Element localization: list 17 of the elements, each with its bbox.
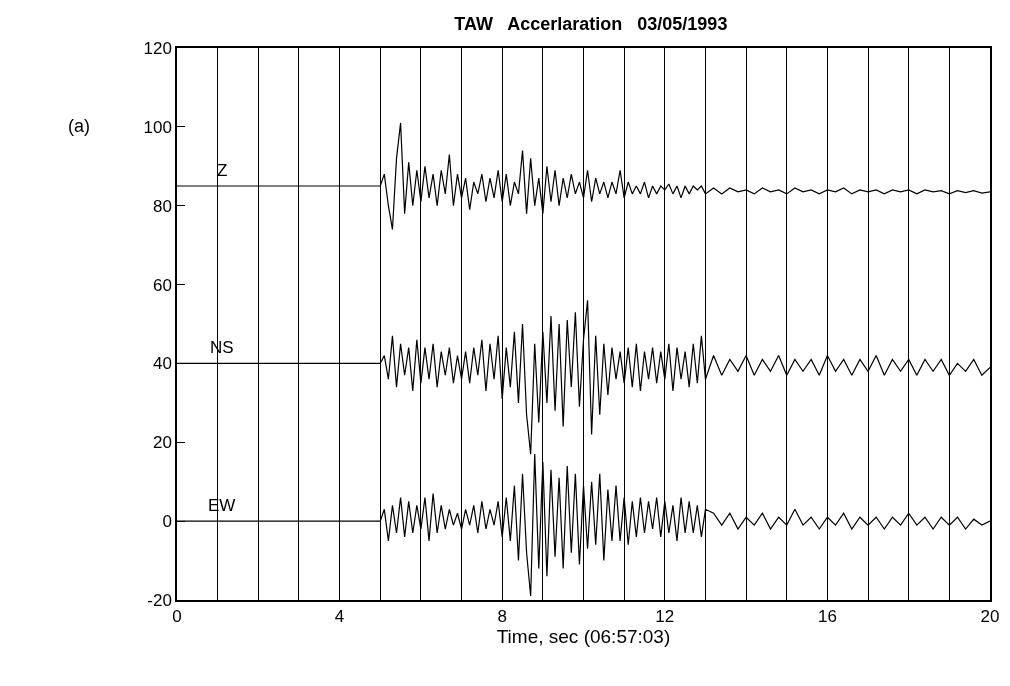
text: (a) — [68, 116, 90, 136]
y-tick-label: 100 — [143, 117, 172, 137]
y-tick-label: 60 — [152, 275, 172, 295]
x-tick-label: 20 — [980, 607, 1000, 627]
y-tick-label: 120 — [143, 38, 172, 58]
x-tick-label: 4 — [334, 607, 345, 627]
x-tick-label: 8 — [497, 607, 507, 627]
y-tick-label: 40 — [152, 354, 172, 374]
x-axis-title: Time, sec (06:57:03) — [496, 626, 671, 648]
y-tick-label: 0 — [162, 512, 172, 532]
y-tick-label: 80 — [152, 196, 172, 216]
y-tick-label: -20 — [147, 590, 172, 610]
y-tick-label: 20 — [152, 433, 172, 453]
chart-title: TAW Accerlaration 03/05/1993 — [454, 13, 728, 34]
x-tick-label: 16 — [817, 607, 837, 627]
x-tick-label: 12 — [655, 607, 675, 627]
series-label: Z — [217, 161, 228, 180]
